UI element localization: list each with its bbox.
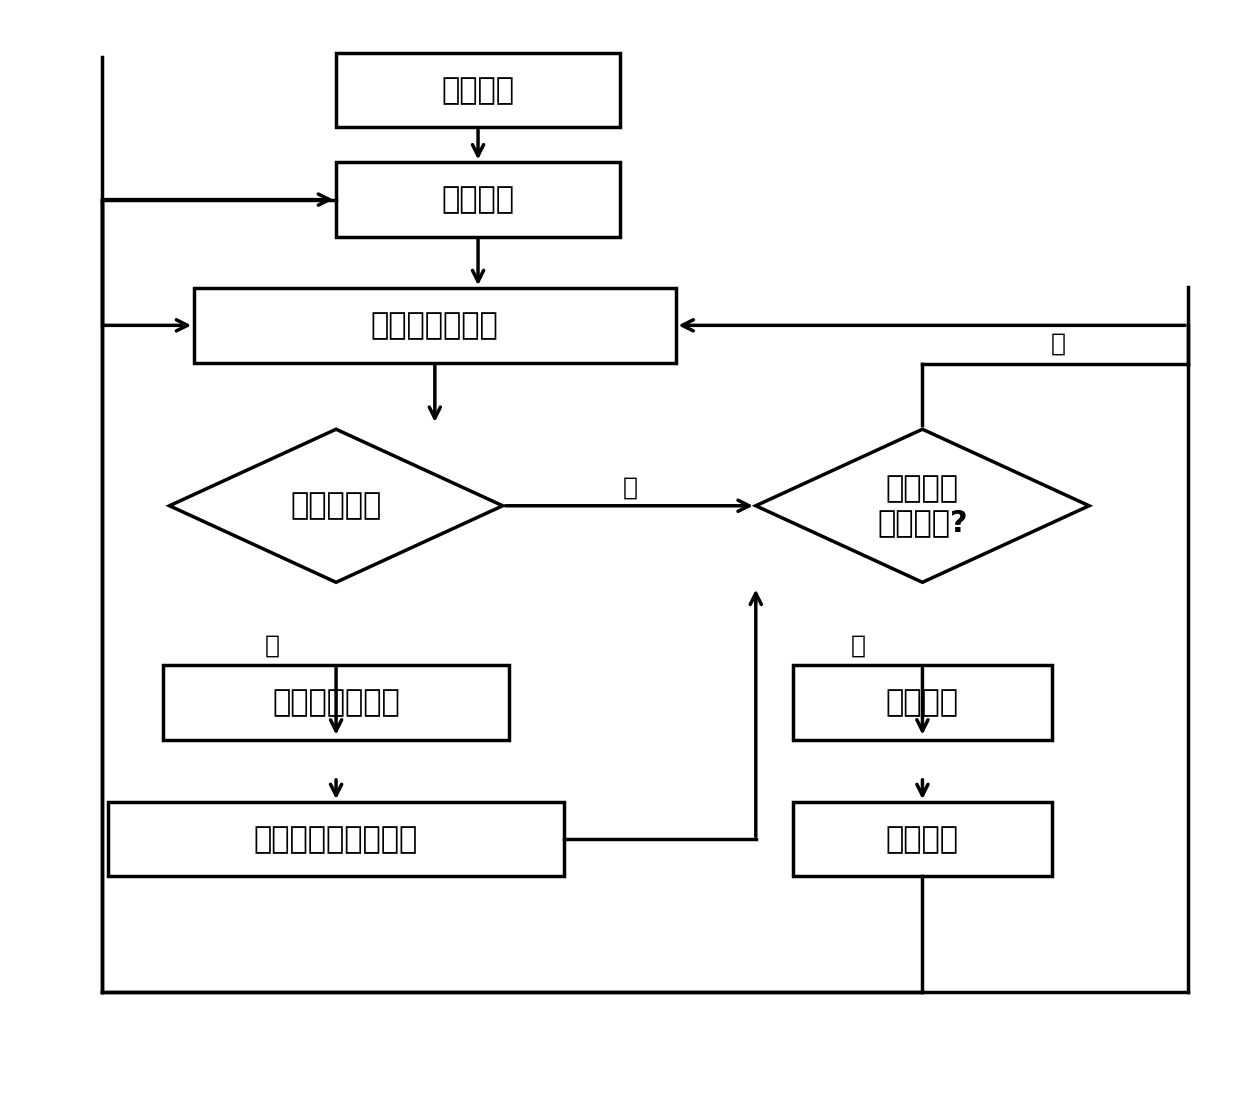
Text: 否: 否 <box>1050 332 1065 356</box>
Text: 是: 是 <box>264 634 279 657</box>
Text: 是: 是 <box>851 634 866 657</box>
Text: 记录位置信息并发送: 记录位置信息并发送 <box>254 824 418 854</box>
Text: 悬停，故障确认: 悬停，故障确认 <box>273 688 401 717</box>
Polygon shape <box>170 430 502 582</box>
Text: 否: 否 <box>622 475 637 499</box>
Bar <box>336 53 620 127</box>
Bar <box>108 802 564 876</box>
Bar <box>336 163 620 236</box>
Text: 当前区域
巡检结束?: 当前区域 巡检结束? <box>877 475 967 537</box>
Bar <box>792 802 1052 876</box>
Polygon shape <box>756 430 1089 582</box>
Bar <box>164 665 508 740</box>
Text: 任务开始: 任务开始 <box>441 185 515 214</box>
Text: 返航充电: 返航充电 <box>885 688 959 717</box>
Bar <box>792 665 1052 740</box>
Text: 下一区域: 下一区域 <box>885 824 959 854</box>
Bar <box>195 288 676 363</box>
Text: 是否有故障: 是否有故障 <box>290 491 382 520</box>
Text: 任务规划: 任务规划 <box>441 76 515 104</box>
Text: 采集图像并处理: 采集图像并处理 <box>371 311 498 340</box>
